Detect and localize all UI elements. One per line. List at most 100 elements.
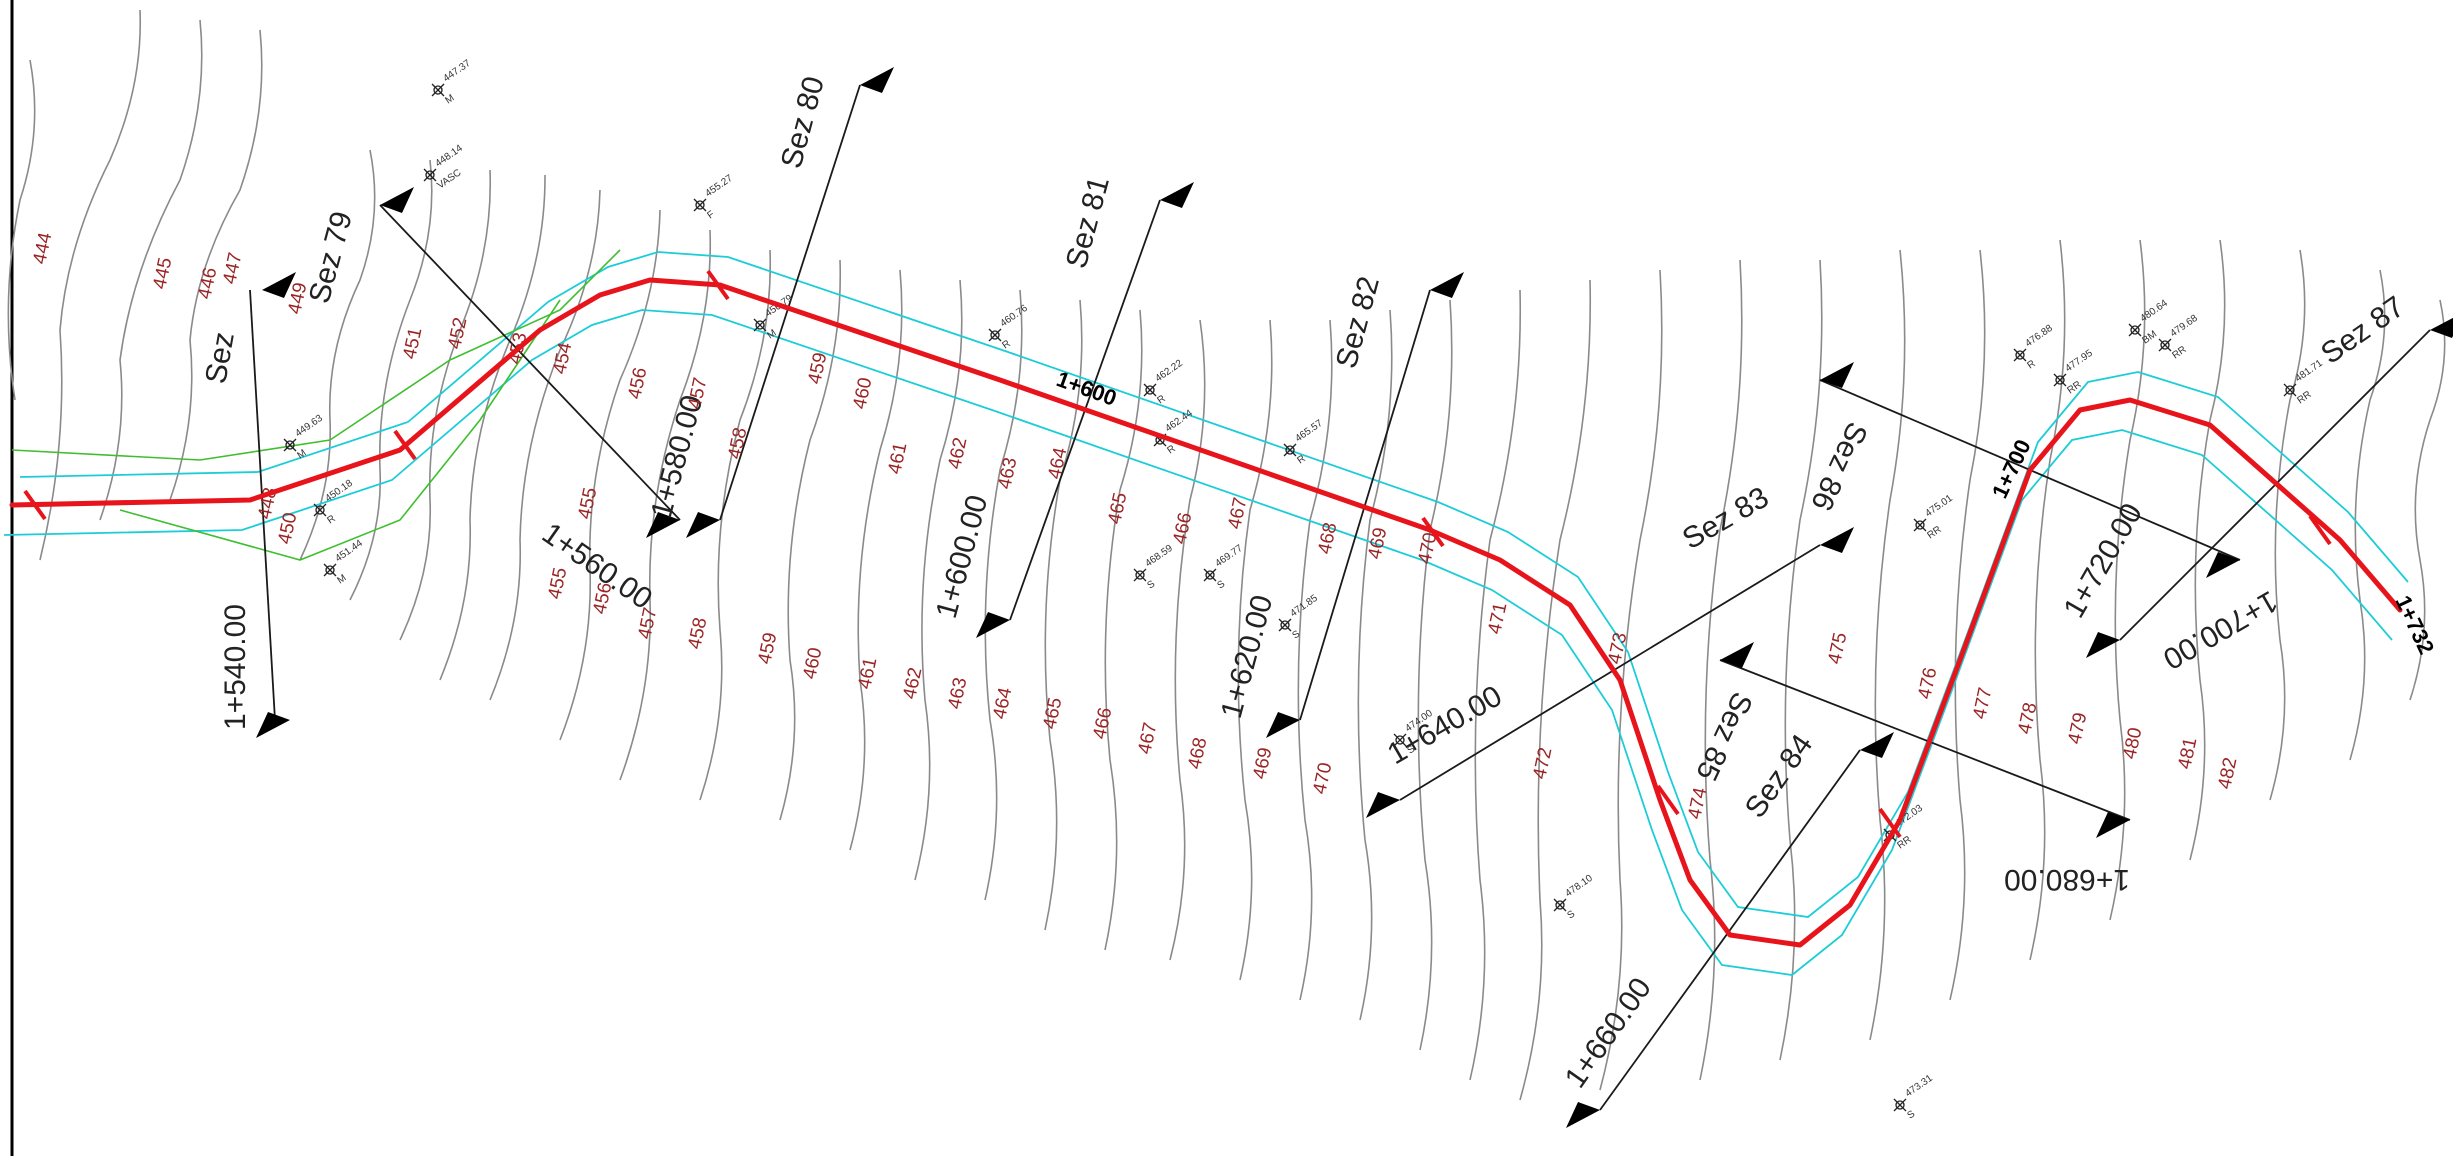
survey-point-code: RR (1925, 524, 1943, 541)
contour-line (1599, 269, 1663, 1091)
contour-elevation: 461 (884, 441, 911, 476)
contour-elevation: 465 (1104, 491, 1131, 526)
survey-point-marker (1145, 385, 1155, 395)
survey-point-elevation: 448.14 (433, 143, 465, 170)
section-line (719, 84, 861, 521)
contour-elevation: 447 (219, 251, 246, 286)
survey-point: 462.22R (1143, 358, 1185, 406)
section-label: Sez 82 (1330, 273, 1386, 372)
contour-line (914, 279, 963, 881)
section-station: 1+620.00 (1215, 592, 1279, 722)
section-arrow (1820, 362, 1854, 388)
contour-elevation: 476 (1914, 666, 1941, 701)
survey-point-marker (2055, 375, 2065, 385)
contour-line (439, 174, 546, 681)
survey-point: 478.10 S (1553, 873, 1595, 921)
road-edge-left (19, 251, 2409, 918)
contour-line (1949, 249, 1986, 1001)
contour-line (1169, 319, 1206, 961)
contour-line (2189, 239, 2226, 861)
section-arrow (2430, 317, 2453, 338)
section-station: 1+700.00 (2157, 584, 2283, 676)
section-arrow (1820, 527, 1854, 553)
axis-tick (393, 429, 417, 461)
road-edge-right (3, 309, 2393, 976)
section-arrow (380, 187, 414, 213)
survey-point-cross (283, 438, 297, 452)
section-arrow (2086, 632, 2120, 658)
survey-point-cross (1283, 443, 1297, 457)
survey-point: 476.88 R (2013, 323, 2055, 371)
survey-point-cross (431, 83, 445, 97)
section-station: 1+640.00 (1382, 679, 1508, 771)
survey-point-elevation: 481.71 (2293, 358, 2325, 385)
section-line (1399, 544, 1821, 801)
contour-elevation: 459 (754, 631, 781, 666)
contour-line (779, 259, 842, 821)
section-label: Sez 80 (775, 73, 831, 172)
survey-point-marker (2130, 325, 2140, 335)
survey-point-cross (1913, 518, 1927, 532)
contour-line (1297, 319, 1333, 1001)
section-arrow (1266, 712, 1300, 738)
section-label: Sez 87 (2315, 290, 2410, 371)
contour-line (39, 9, 142, 561)
survey-point-code: S (1215, 578, 1227, 591)
contour-elevation: 458 (724, 426, 751, 461)
contour-lines (7, 9, 2446, 1101)
contour-elevation: 455 (544, 566, 571, 601)
survey-point-elevation: 455.27 (703, 173, 735, 200)
survey-point: 449.63M (283, 413, 325, 461)
survey-point-elevation: 462.22 (1153, 358, 1185, 385)
contour-line (1519, 279, 1592, 1101)
contour-line (169, 29, 263, 501)
survey-point-code: M (443, 93, 456, 107)
section-station: 1+720.00 (2057, 498, 2149, 624)
survey-point-elevation: 451.44 (333, 538, 365, 565)
survey-point-marker (2285, 385, 2295, 395)
survey-point-marker (285, 440, 295, 450)
survey-point-marker (2015, 350, 2025, 360)
contour-elevation: 463 (994, 456, 1021, 491)
survey-point-marker (315, 505, 325, 515)
contour-elevation: 454 (549, 340, 576, 376)
survey-point-marker (433, 85, 443, 95)
survey-point-marker (325, 565, 335, 575)
contour-elevation: 444 (29, 230, 56, 266)
contour-line (619, 229, 712, 781)
survey-point-marker (755, 320, 765, 330)
survey-point-cross (2128, 323, 2142, 337)
survey-point-elevation: 475.01 (1923, 493, 1955, 520)
survey-point-elevation: 447.37 (441, 58, 473, 85)
contour-elevation: 465 (1039, 696, 1066, 731)
contour-line (1044, 299, 1083, 931)
survey-point-elevation: 450.18 (323, 478, 355, 505)
axis-tick (23, 489, 47, 521)
contour-elevation: 463 (944, 676, 971, 711)
contour-elevation: 482 (2214, 756, 2241, 791)
survey-point-code: S (1905, 1108, 1917, 1121)
survey-point-code: M (765, 328, 778, 342)
survey-point-elevation: 479.68 (2168, 313, 2200, 340)
contour-elevation: 466 (1169, 511, 1196, 546)
survey-point-marker (1555, 900, 1565, 910)
survey-point-elevation: 469.77 (1213, 543, 1245, 570)
contour-elevation: 468 (1184, 736, 1211, 771)
survey-point-cross (1143, 383, 1157, 397)
contour-elevation: 460 (849, 376, 876, 411)
section-station: 1+540.00 (219, 604, 252, 730)
survey-point-code: R (1165, 443, 1177, 456)
contour-line (489, 189, 601, 701)
contour-line (1104, 309, 1143, 951)
contour-elevation: 451 (399, 326, 426, 361)
section-arrow (2206, 552, 2240, 578)
survey-point-elevation: 465.57 (1293, 418, 1325, 445)
contour-elevation: 445 (149, 256, 176, 291)
survey-point-cross (2053, 373, 2067, 387)
survey-point: 447.37 M (431, 58, 473, 107)
section-arrow (860, 67, 894, 93)
survey-point-code: R (325, 513, 337, 526)
section-line (1599, 749, 1861, 1111)
